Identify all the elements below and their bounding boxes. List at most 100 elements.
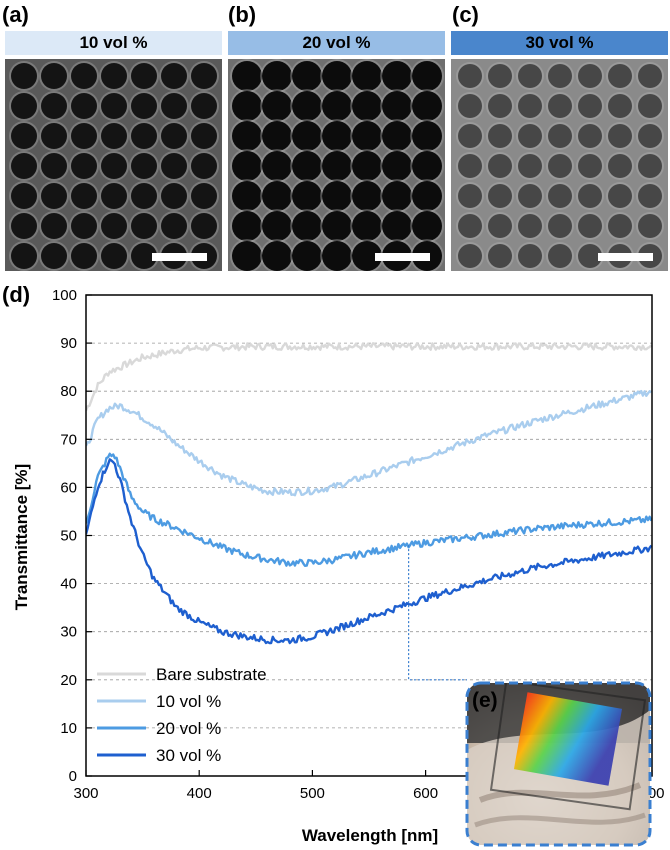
sem-hole xyxy=(322,241,352,271)
sem-hole xyxy=(458,184,482,208)
sem-hole xyxy=(638,124,662,148)
sem-hole xyxy=(458,124,482,148)
sem-hole xyxy=(488,184,512,208)
series-lines xyxy=(86,342,652,645)
sem-hole xyxy=(608,214,632,238)
sem-hole xyxy=(352,91,382,121)
sem-hole xyxy=(71,243,97,269)
sem-hole xyxy=(161,153,187,179)
y-tick-label: 10 xyxy=(60,720,77,737)
y-tick-label: 80 xyxy=(60,383,77,400)
sem-hole xyxy=(518,214,542,238)
sem-hole xyxy=(518,64,542,88)
sem-hole xyxy=(41,243,67,269)
sem-hole xyxy=(518,244,542,268)
series-line xyxy=(86,452,652,567)
sem-hole xyxy=(262,211,292,241)
sem-hole xyxy=(262,181,292,211)
sem-hole xyxy=(232,61,262,91)
sem-hole xyxy=(131,213,157,239)
sem-hole xyxy=(382,181,412,211)
panel-letter-b: (b) xyxy=(228,2,257,27)
sem-hole xyxy=(352,61,382,91)
sem-hole xyxy=(638,94,662,118)
sem-hole xyxy=(352,181,382,211)
sem-hole xyxy=(382,211,412,241)
sem-hole xyxy=(638,214,662,238)
sem-hole xyxy=(518,184,542,208)
y-tick-label: 60 xyxy=(60,479,77,496)
sem-hole xyxy=(161,93,187,119)
sem-hole xyxy=(131,243,157,269)
sem-hole xyxy=(191,123,217,149)
sem-hole xyxy=(191,213,217,239)
sem-hole xyxy=(548,244,572,268)
sem-hole xyxy=(262,151,292,181)
sem-hole xyxy=(382,61,412,91)
inset-photo: (e) xyxy=(465,681,652,847)
sem-hole xyxy=(71,213,97,239)
sem-hole xyxy=(578,214,602,238)
sem-hole xyxy=(292,91,322,121)
sem-hole xyxy=(41,123,67,149)
sem-hole xyxy=(161,63,187,89)
panel-b-header: 20 vol % xyxy=(228,31,445,55)
sem-hole xyxy=(131,123,157,149)
sem-hole xyxy=(161,183,187,209)
sem-hole xyxy=(232,121,262,151)
sem-hole xyxy=(191,93,217,119)
sem-image-20-vol xyxy=(228,59,445,271)
sem-hole xyxy=(488,64,512,88)
sem-hole xyxy=(11,183,37,209)
sem-hole xyxy=(608,94,632,118)
sem-hole xyxy=(131,183,157,209)
x-axis-title: Wavelength [nm] xyxy=(302,826,438,845)
sem-hole xyxy=(578,64,602,88)
sem-hole xyxy=(608,154,632,178)
sem-hole xyxy=(488,124,512,148)
sem-hole xyxy=(458,64,482,88)
sem-hole xyxy=(11,93,37,119)
sem-hole xyxy=(161,123,187,149)
sem-hole xyxy=(352,121,382,151)
sem-hole xyxy=(518,124,542,148)
y-tick-label: 0 xyxy=(69,768,77,785)
sem-hole xyxy=(548,124,572,148)
sem-image-30-vol xyxy=(451,59,668,271)
y-tick-label: 90 xyxy=(60,335,77,352)
panel-letter-e: (e) xyxy=(472,689,498,712)
sem-hole xyxy=(488,94,512,118)
sem-hole xyxy=(578,124,602,148)
sem-hole xyxy=(292,181,322,211)
sem-hole xyxy=(292,61,322,91)
sem-hole xyxy=(232,151,262,181)
sem-hole xyxy=(412,61,442,91)
scale-bar xyxy=(152,253,207,261)
sem-hole xyxy=(191,153,217,179)
sem-hole xyxy=(191,183,217,209)
y-tick-label: 100 xyxy=(52,287,77,304)
series-line xyxy=(86,342,652,411)
sem-hole xyxy=(638,64,662,88)
sem-hole xyxy=(548,94,572,118)
legend: Bare substrate 10 vol % 20 vol % 30 vol % xyxy=(97,665,267,765)
sem-hole xyxy=(71,123,97,149)
sem-hole xyxy=(41,213,67,239)
sem-hole xyxy=(322,181,352,211)
legend-label: 20 vol % xyxy=(156,719,221,738)
sem-hole xyxy=(412,121,442,151)
sem-hole xyxy=(292,241,322,271)
sem-hole xyxy=(548,184,572,208)
sem-hole xyxy=(458,244,482,268)
sem-hole xyxy=(322,91,352,121)
sem-hole xyxy=(232,211,262,241)
transmittance-chart: (d) 010203040506070809010030040050060070… xyxy=(2,282,665,847)
panel-a-header: 10 vol % xyxy=(5,31,222,55)
sem-hole xyxy=(608,184,632,208)
series-line xyxy=(86,458,652,645)
sem-hole xyxy=(322,211,352,241)
sem-image-10-vol xyxy=(5,59,222,271)
sem-hole xyxy=(292,211,322,241)
sem-hole xyxy=(232,181,262,211)
sem-hole xyxy=(41,93,67,119)
